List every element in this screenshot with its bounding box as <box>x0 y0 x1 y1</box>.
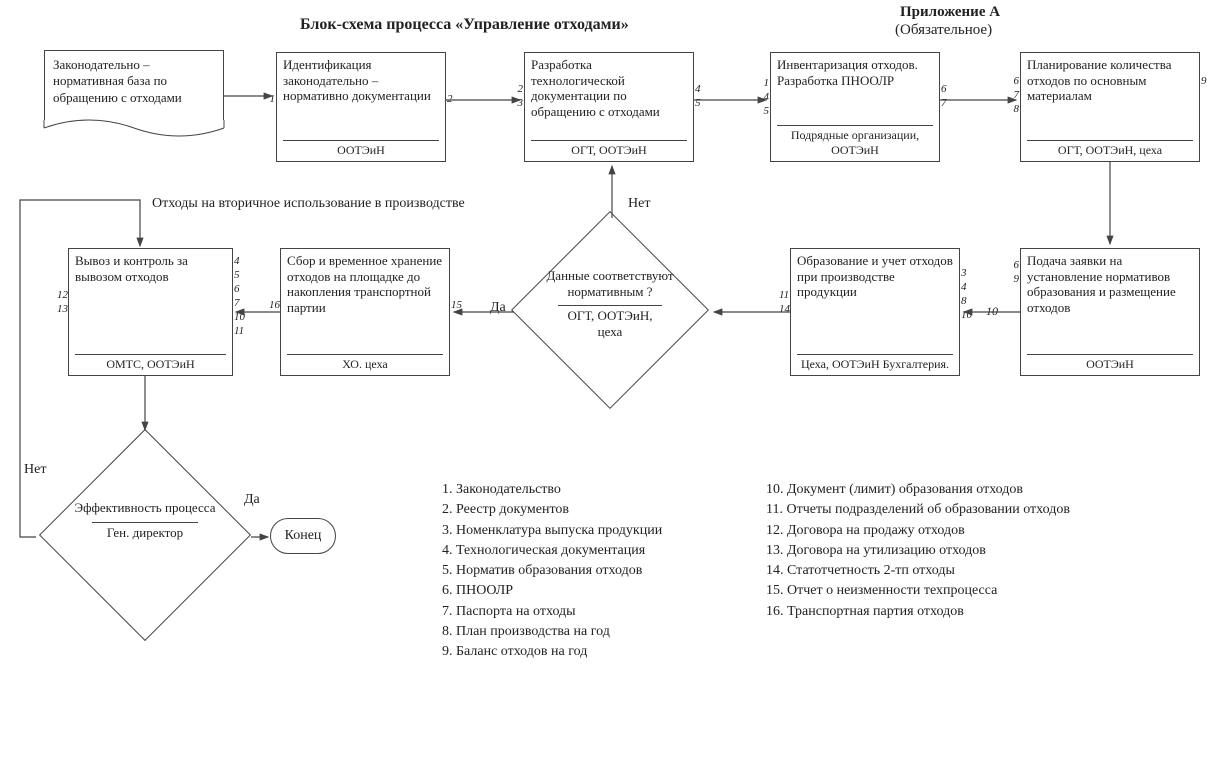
box-development: Разработка технологической документации … <box>524 52 694 162</box>
start-document-text: Законодательно – нормативная база по обр… <box>53 57 215 106</box>
num: 14 <box>779 303 789 315</box>
num: 9 <box>1201 75 1211 87</box>
terminator-end: Конец <box>270 518 336 554</box>
box-storage-text: Сбор и временное хранение отходов на пло… <box>287 253 443 315</box>
document-wave <box>44 120 224 146</box>
num: 4 <box>234 255 244 267</box>
legend-item: 9. Баланс отходов на год <box>442 642 762 662</box>
num: 7 <box>941 97 951 109</box>
num: 16 <box>269 299 279 311</box>
legend-item: 2. Реестр документов <box>442 500 762 520</box>
num: 7 <box>1009 89 1019 101</box>
label-ten: 10 <box>986 304 998 319</box>
label-recycle: Отходы на вторичное использование в прои… <box>152 196 465 212</box>
box-storage: Сбор и временное хранение отходов на пло… <box>280 248 450 376</box>
decision-normative-text: Данные соответствуют нормативным ? ОГТ, … <box>530 268 690 339</box>
legend-item: 11. Отчеты подразделений об образовании … <box>766 500 1126 520</box>
box-formation-footer: Цеха, ООТЭиН Бухгалтерия. <box>797 354 953 371</box>
num: 7 <box>234 297 244 309</box>
num: 4 <box>695 83 705 95</box>
legend-item: 5. Норматив образования отходов <box>442 561 762 581</box>
box-application: Подача заявки на установление нормативов… <box>1020 248 1200 376</box>
num: 6 <box>1009 75 1019 87</box>
num: 5 <box>234 269 244 281</box>
terminator-end-text: Конец <box>285 528 322 544</box>
num: 1 <box>759 77 769 89</box>
label-yes-d1: Да <box>490 300 506 316</box>
box-storage-footer: ХО. цеха <box>287 354 443 371</box>
num: 12 <box>57 289 67 301</box>
num: 2 <box>447 93 457 105</box>
box-planning: Планирование количества отходов по основ… <box>1020 52 1200 162</box>
legend-item: 7. Паспорта на отходы <box>442 602 762 622</box>
num: 9 <box>1009 273 1019 285</box>
box-identification-text: Идентификация законодательно – нормативн… <box>283 57 439 104</box>
appendix-subtitle: (Обязательное) <box>895 22 992 39</box>
box-identification: Идентификация законодательно – нормативн… <box>276 52 446 162</box>
box-development-text: Разработка технологической документации … <box>531 57 687 119</box>
box-planning-text: Планирование количества отходов по основ… <box>1027 57 1193 104</box>
decision-normative-body: Данные соответствуют нормативным ? <box>530 268 690 299</box>
box-removal-text: Вывоз и контроль за вывозом отходов <box>75 253 226 284</box>
start-document: Законодательно – нормативная база по обр… <box>44 50 224 128</box>
box-formation-text: Образование и учет отходов при производс… <box>797 253 953 300</box>
box-removal: Вывоз и контроль за вывозом отходов ОМТС… <box>68 248 233 376</box>
label-no-d1: Нет <box>628 196 650 212</box>
legend-col2: 10. Документ (лимит) образования отходов… <box>766 480 1126 622</box>
legend-item: 1. Законодательство <box>442 480 762 500</box>
num: 3 <box>513 97 523 109</box>
legend-item: 4. Технологическая документация <box>442 541 762 561</box>
num: 5 <box>759 105 769 117</box>
box-inventory-text: Инвентаризация отходов. Разработка ПНООЛ… <box>777 57 933 88</box>
num: 11 <box>779 289 789 301</box>
label-no-d2: Нет <box>24 462 46 478</box>
box-development-footer: ОГТ, ООТЭиН <box>531 140 687 157</box>
legend-item: 6. ПНООЛР <box>442 581 762 601</box>
num: 3 <box>961 267 971 279</box>
num: 10 <box>961 309 971 321</box>
decision-effectiveness-text: Эффективность процесса Ген. директор <box>60 500 230 540</box>
num: 5 <box>695 97 705 109</box>
num: 6 <box>234 283 244 295</box>
num: 8 <box>1009 103 1019 115</box>
legend-item: 15. Отчет о неизменности техпроцесса <box>766 581 1126 601</box>
main-title: Блок-схема процесса «Управление отходами… <box>300 16 629 34</box>
box-formation: Образование и учет отходов при производс… <box>790 248 960 376</box>
num: 6 <box>941 83 951 95</box>
box-application-text: Подача заявки на установление нормативов… <box>1027 253 1193 315</box>
legend-item: 12. Договора на продажу отходов <box>766 521 1126 541</box>
num: 2 <box>513 83 523 95</box>
box-inventory: Инвентаризация отходов. Разработка ПНООЛ… <box>770 52 940 162</box>
legend-item: 8. План производства на год <box>442 622 762 642</box>
num: 15 <box>451 299 461 311</box>
legend-col1: 1. Законодательство 2. Реестр документов… <box>442 480 762 663</box>
num: 13 <box>57 303 67 315</box>
label-yes-d2: Да <box>244 492 260 508</box>
box-removal-footer: ОМТС, ООТЭиН <box>75 354 226 371</box>
legend-item: 14. Статотчетность 2-тп отходы <box>766 561 1126 581</box>
box-application-footer: ООТЭиН <box>1027 354 1193 371</box>
appendix-title: Приложение А <box>900 4 1000 21</box>
box-planning-footer: ОГТ, ООТЭиН, цеха <box>1027 140 1193 157</box>
legend-item: 3. Номенклатура выпуска продукции <box>442 521 762 541</box>
legend-item: 10. Документ (лимит) образования отходов <box>766 480 1126 500</box>
decision-effectiveness-footer: Ген. директор <box>92 522 198 541</box>
num: 6 <box>1009 259 1019 271</box>
legend-item: 13. Договора на утилизацию отходов <box>766 541 1126 561</box>
decision-effectiveness-body: Эффективность процесса <box>60 500 230 516</box>
num: 10 <box>234 311 244 323</box>
legend-item: 16. Транспортная партия отходов <box>766 602 1126 622</box>
num: 4 <box>961 281 971 293</box>
num: 8 <box>961 295 971 307</box>
num: 4 <box>759 91 769 103</box>
decision-normative-footer: ОГТ, ООТЭиН, цеха <box>558 305 662 339</box>
box-identification-footer: ООТЭиН <box>283 140 439 157</box>
box-inventory-footer: Подрядные организации, ООТЭиН <box>777 125 933 157</box>
num: 1 <box>265 93 275 105</box>
num: 11 <box>234 325 244 337</box>
